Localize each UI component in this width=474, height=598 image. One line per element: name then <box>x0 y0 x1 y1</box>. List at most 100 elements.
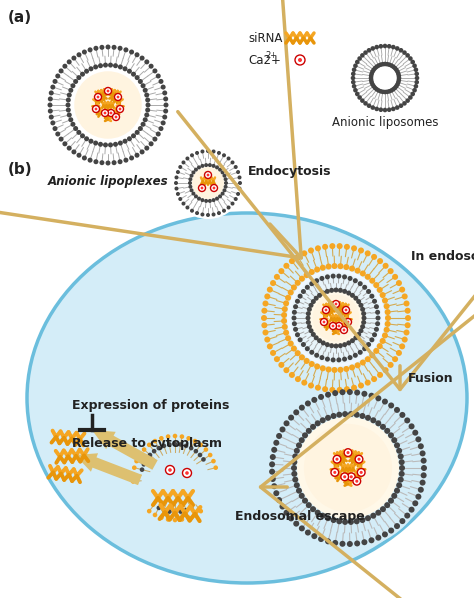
Circle shape <box>159 515 164 520</box>
Circle shape <box>403 301 410 307</box>
Circle shape <box>369 78 374 83</box>
Circle shape <box>359 413 365 419</box>
Circle shape <box>344 244 350 250</box>
Circle shape <box>80 72 85 77</box>
Circle shape <box>311 299 316 304</box>
Circle shape <box>360 359 366 365</box>
Circle shape <box>217 211 221 215</box>
Circle shape <box>342 356 347 362</box>
Circle shape <box>412 88 417 93</box>
Circle shape <box>104 112 106 114</box>
Circle shape <box>395 69 400 74</box>
Circle shape <box>331 263 337 269</box>
Circle shape <box>349 364 355 370</box>
Circle shape <box>282 324 288 330</box>
Circle shape <box>375 395 382 401</box>
Circle shape <box>145 108 150 112</box>
Circle shape <box>145 97 150 102</box>
FancyArrowPatch shape <box>178 112 474 389</box>
Circle shape <box>346 340 351 346</box>
Circle shape <box>314 335 319 340</box>
Circle shape <box>293 521 299 527</box>
Circle shape <box>261 315 267 321</box>
Circle shape <box>396 448 402 454</box>
Circle shape <box>396 71 401 76</box>
Circle shape <box>276 433 282 439</box>
Circle shape <box>174 181 178 185</box>
Circle shape <box>304 358 310 364</box>
Circle shape <box>167 442 172 447</box>
Circle shape <box>357 457 361 460</box>
Circle shape <box>343 366 349 372</box>
Circle shape <box>291 465 297 471</box>
Circle shape <box>343 307 349 313</box>
Circle shape <box>305 401 311 407</box>
Circle shape <box>399 103 403 108</box>
Circle shape <box>320 319 328 325</box>
Circle shape <box>369 80 374 85</box>
Circle shape <box>106 160 110 166</box>
Circle shape <box>211 198 216 202</box>
Circle shape <box>129 50 134 54</box>
Circle shape <box>399 471 405 477</box>
Circle shape <box>220 191 225 196</box>
Circle shape <box>201 457 206 462</box>
Circle shape <box>295 350 301 356</box>
Circle shape <box>338 288 343 293</box>
Circle shape <box>131 72 136 77</box>
Circle shape <box>144 93 149 97</box>
Circle shape <box>352 84 356 89</box>
Circle shape <box>292 477 298 483</box>
Circle shape <box>410 60 415 65</box>
Circle shape <box>193 512 197 517</box>
Circle shape <box>236 170 240 174</box>
Circle shape <box>208 453 212 457</box>
Circle shape <box>376 63 381 68</box>
Circle shape <box>76 52 82 57</box>
Circle shape <box>319 276 324 281</box>
Circle shape <box>230 202 235 206</box>
Circle shape <box>287 269 385 367</box>
Circle shape <box>358 303 364 308</box>
Circle shape <box>334 288 338 292</box>
Circle shape <box>156 132 161 136</box>
Circle shape <box>123 139 128 144</box>
Circle shape <box>53 126 57 131</box>
Circle shape <box>374 304 379 309</box>
Circle shape <box>333 471 337 474</box>
Circle shape <box>339 389 346 395</box>
Circle shape <box>350 475 353 478</box>
Circle shape <box>264 337 270 343</box>
Circle shape <box>174 175 179 179</box>
Circle shape <box>332 301 339 307</box>
Circle shape <box>304 272 310 278</box>
FancyArrow shape <box>75 453 142 485</box>
Circle shape <box>329 288 334 293</box>
Circle shape <box>363 50 368 55</box>
Circle shape <box>372 299 377 304</box>
Circle shape <box>309 269 315 275</box>
Circle shape <box>73 126 78 131</box>
Circle shape <box>345 309 347 312</box>
Circle shape <box>298 294 302 298</box>
Circle shape <box>358 248 364 254</box>
Circle shape <box>147 509 152 514</box>
Circle shape <box>358 328 364 333</box>
Circle shape <box>309 303 314 308</box>
Circle shape <box>370 69 375 74</box>
Circle shape <box>148 453 152 457</box>
Text: 2+: 2+ <box>265 51 277 60</box>
Circle shape <box>127 69 132 74</box>
Circle shape <box>357 469 365 476</box>
Circle shape <box>289 258 295 264</box>
Circle shape <box>301 251 307 257</box>
Text: In endosome: In endosome <box>411 249 474 263</box>
Circle shape <box>103 63 108 68</box>
Circle shape <box>176 170 180 174</box>
Circle shape <box>131 133 136 138</box>
Circle shape <box>347 541 353 547</box>
Circle shape <box>354 411 360 418</box>
Circle shape <box>311 533 317 539</box>
Circle shape <box>329 322 337 329</box>
Circle shape <box>311 332 316 337</box>
